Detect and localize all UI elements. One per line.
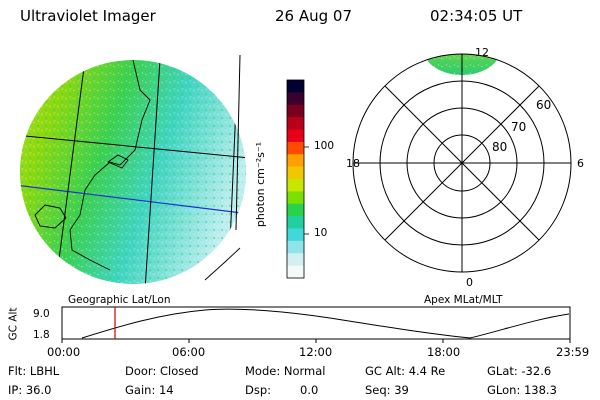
colorbar-block (287, 92, 304, 106)
coastline-outer (204, 247, 241, 281)
date-label: 26 Aug 07 (275, 7, 352, 25)
colorbar-block (287, 203, 304, 217)
altitude-xtick: 18:00 (427, 345, 461, 359)
colorbar-tick-100: 100 (314, 140, 335, 152)
geographic-caption: Geographic Lat/Lon (68, 294, 171, 306)
altitude-ytick-min: 1.8 (33, 329, 50, 341)
sequence-info: Seq: 39 (365, 383, 409, 397)
altitude-ytick-max: 9.0 (33, 308, 50, 320)
colorbar-block (287, 179, 304, 192)
glon-info: GLon: 138.3 (487, 383, 557, 397)
colorbar-block (287, 129, 304, 143)
filter-info: Flt: LBHL (8, 364, 60, 378)
colorbar-block (287, 141, 304, 155)
ip-info: IP: 36.0 (8, 383, 52, 397)
mlt-label-6: 6 (577, 157, 584, 170)
longitude-line (54, 60, 86, 284)
colorbar-block (287, 104, 304, 118)
colorbar-block (287, 117, 304, 131)
colorbar (286, 79, 309, 279)
gain-info: Gain: 14 (125, 383, 174, 397)
altitude-ylabel: GC Alt (7, 307, 20, 341)
colorbar-block (287, 253, 304, 267)
altitude-xtick: 12:00 (299, 345, 333, 359)
altitude-curve (81, 308, 570, 339)
altitude-xtick: 23:59 (556, 345, 590, 359)
colorbar-block (287, 166, 304, 180)
latitude-line (20, 134, 246, 159)
colorbar-unit-label: photon cm⁻²s⁻¹ (254, 141, 268, 228)
colorbar-block (287, 80, 304, 93)
colorbar-block (287, 240, 304, 254)
colorbar-block (287, 265, 304, 279)
colorbar-block (287, 154, 304, 168)
colorbar-block (287, 191, 304, 205)
colorbar-block (287, 228, 304, 242)
time-label: 02:34:05 UT (430, 7, 523, 25)
coastline (69, 60, 151, 271)
polar-plot (352, 53, 572, 273)
dsp-label: Dsp: (245, 383, 272, 397)
dsp-value: 0.0 (300, 383, 319, 397)
mlat-label-70: 70 (511, 120, 527, 134)
longitude-line (144, 60, 161, 284)
altitude-xtick: 00:00 (47, 345, 81, 359)
altitude-plot (61, 306, 571, 343)
polar-caption: Apex MLat/MLT (424, 294, 503, 306)
glat-info: GLat: -32.6 (487, 364, 552, 378)
gc-alt-info: GC Alt: 4.4 Re (365, 364, 446, 378)
mlat-label-60: 60 (536, 98, 552, 112)
instrument-title: Ultraviolet Imager (20, 7, 156, 25)
mode-info: Mode: Normal (245, 364, 326, 378)
mlat-label-80: 80 (492, 140, 508, 154)
door-info: Door: Closed (125, 364, 199, 378)
mlt-label-0: 0 (466, 276, 473, 289)
equator-line (20, 184, 246, 215)
colorbar-tick-10: 10 (314, 227, 328, 239)
mlt-label-12: 12 (475, 46, 489, 59)
mlt-label-18: 18 (346, 157, 360, 170)
longitude-line-outer (235, 54, 241, 231)
colorbar-block (287, 216, 304, 230)
uv-image-disc (20, 60, 246, 284)
altitude-xtick: 06:00 (172, 345, 206, 359)
coastline-bay (107, 154, 129, 169)
island-outline (34, 204, 67, 229)
